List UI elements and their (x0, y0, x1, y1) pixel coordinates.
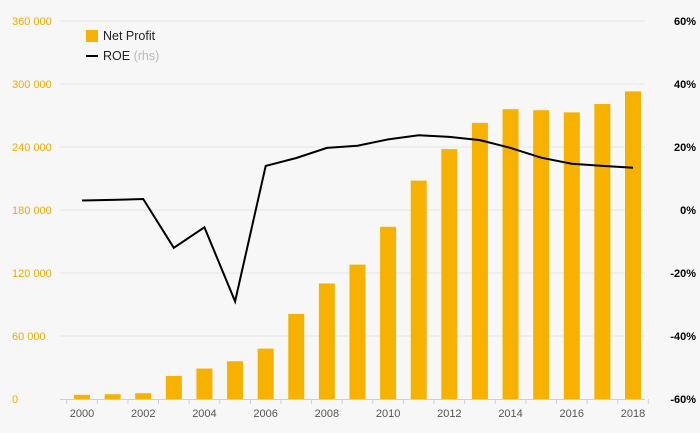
y-left-tick-label: 60 000 (12, 331, 46, 343)
x-tick-label: 2004 (192, 408, 216, 420)
y-right-tick-label: -60% (670, 394, 696, 406)
y-right-tick-label: 0% (680, 205, 696, 217)
bar-net-profit (594, 103, 611, 399)
bar-net-profit (196, 368, 213, 399)
bar-net-profit (410, 180, 427, 399)
bar-net-profit (502, 109, 519, 399)
x-tick-label: 2016 (560, 408, 584, 420)
y-left-tick-label: 180 000 (12, 205, 52, 217)
bar-net-profit (74, 394, 90, 399)
x-tick-label: 2006 (253, 408, 277, 420)
y-right-tick-label: -40% (670, 331, 696, 343)
bar-net-profit (288, 313, 305, 399)
bar-net-profit (318, 283, 335, 399)
bar-net-profit (135, 393, 152, 399)
x-tick-label: 2000 (70, 408, 94, 420)
x-tick-label: 2018 (621, 408, 645, 420)
bar-net-profit (257, 348, 274, 399)
x-tick-label: 2002 (131, 408, 155, 420)
legend: Net Profit ROE (rhs) (86, 29, 159, 63)
y-left-tick-label: 0 (12, 394, 18, 406)
y-right-tick-label: 20% (674, 142, 696, 154)
roe-line-layer (81, 134, 634, 305)
bar-net-profit (104, 394, 121, 399)
bar-net-profit (227, 361, 244, 399)
y-left-tick-label: 240 000 (12, 142, 52, 154)
bar-net-profit (625, 91, 641, 399)
x-tick-label: 2012 (437, 408, 461, 420)
y-left-tick-label: 300 000 (12, 79, 52, 91)
bar-net-profit (533, 110, 550, 399)
legend-label-roe-suffix: (rhs) (134, 49, 160, 63)
bar-net-profit (441, 149, 458, 399)
axes: 0 60 000 120 000 180 000 240 000 300 000 360 0… (12, 16, 696, 420)
y-right-tick-label: -20% (670, 268, 696, 280)
bar-net-profit (471, 122, 488, 399)
bar-net-profit (380, 226, 397, 399)
x-tick-label: 2008 (315, 408, 339, 420)
legend-label-net-profit: Net Profit (103, 29, 156, 43)
net-profit-bars (74, 91, 641, 399)
roe-line (81, 134, 634, 305)
y-right-tick-label: 40% (674, 79, 696, 91)
y-right-tick-label: 60% (674, 16, 696, 28)
bar-net-profit (165, 375, 182, 399)
x-tick-label: 2014 (498, 408, 522, 420)
bar-net-profit (349, 264, 366, 399)
y-left-tick-label: 120 000 (12, 268, 52, 280)
legend-label-roe: ROE (rhs) (103, 49, 159, 63)
legend-label-roe-name: ROE (103, 49, 134, 63)
legend-swatch-net-profit (86, 30, 98, 42)
bar-net-profit (563, 112, 580, 399)
y-left-tick-label: 360 000 (12, 16, 52, 28)
x-tick-label: 2010 (376, 408, 400, 420)
